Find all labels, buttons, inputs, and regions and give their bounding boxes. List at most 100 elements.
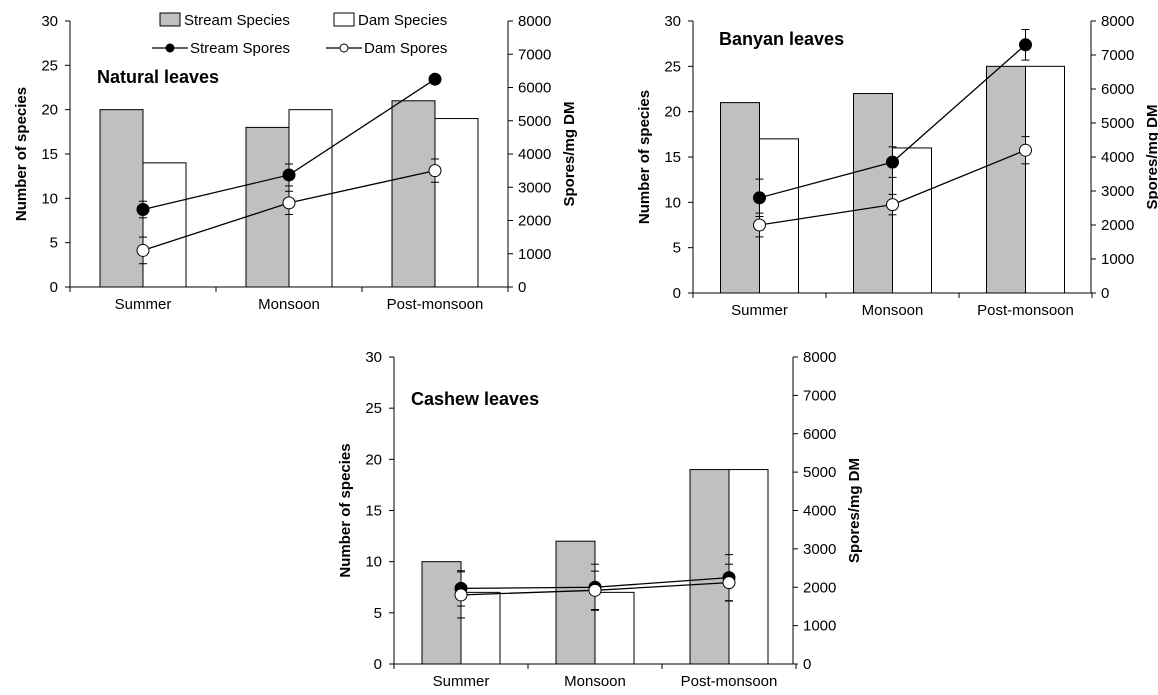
y-tick-label: 10 — [365, 554, 382, 571]
y-tick-label: 5 — [374, 605, 382, 622]
y2-tick-label: 0 — [1101, 285, 1109, 302]
bar-stream-species-2 — [853, 93, 893, 294]
y2-tick-label: 1000 — [518, 246, 551, 263]
y-tick-label: 20 — [664, 104, 681, 121]
point-dam-spores-3 — [1019, 143, 1032, 157]
bar-stream-species-1 — [99, 109, 144, 288]
legend-marker-dam-spores — [339, 43, 349, 53]
y2-tick-label: 7000 — [518, 46, 551, 63]
y2-tick-label: 6000 — [518, 80, 551, 97]
y2-tick-label: 4000 — [518, 146, 551, 163]
y2-tick-label: 8000 — [518, 13, 551, 30]
y2-tick-label: 6000 — [803, 426, 836, 443]
point-dam-spores-1 — [136, 243, 150, 257]
x-tick-label: Post-monsoon — [387, 296, 484, 313]
y2-tick-label: 2000 — [1101, 217, 1134, 234]
y-tick-label: 30 — [664, 13, 681, 30]
bar-dam-species-2 — [892, 147, 932, 294]
bar-stream-species-1 — [421, 561, 462, 665]
y2-tick-label: 2000 — [518, 213, 551, 230]
bar-dam-species-1 — [460, 591, 501, 665]
y2-tick-label: 1000 — [803, 618, 836, 635]
bar-dam-species-1 — [142, 162, 187, 288]
y2-tick-label: 4000 — [803, 503, 836, 520]
y2-axis-label: Spores/mg DM — [561, 101, 578, 206]
y-tick-label: 25 — [41, 57, 58, 74]
y-tick-label: 30 — [41, 13, 58, 30]
x-tick-label: Summer — [115, 296, 172, 313]
y2-tick-label: 8000 — [1101, 13, 1134, 30]
y2-tick-label: 5000 — [518, 113, 551, 130]
panel-1: 0 5 10 15 20 25 30 0 1000 2000 3000 4000 5000 6000 700… — [13, 13, 578, 313]
bar-dam-species-2 — [594, 591, 635, 665]
y2-axis-label: Spores/mg DM — [846, 458, 863, 563]
bar-stream-species-2 — [555, 540, 596, 665]
point-stream-spores-1 — [753, 191, 766, 205]
y2-tick-label: 3000 — [1101, 183, 1134, 200]
y2-tick-label: 3000 — [518, 179, 551, 196]
y-tick-label: 5 — [50, 235, 58, 252]
x-tick-label: Monsoon — [564, 673, 626, 690]
legend-label-dam-species: Dam Species — [358, 12, 447, 29]
bar-dam-species-3 — [728, 469, 769, 665]
y-axis-label: Number of species — [636, 90, 653, 224]
y-axis-label: Number of species — [337, 443, 354, 577]
y2-tick-label: 0 — [803, 656, 811, 673]
y2-tick-label: 2000 — [803, 579, 836, 596]
y-tick-label: 25 — [365, 400, 382, 417]
x-tick-label: Summer — [433, 673, 490, 690]
legend-label-stream-species: Stream Species — [184, 12, 290, 29]
bar-stream-species-3 — [689, 469, 730, 665]
x-tick-label: Monsoon — [862, 302, 924, 319]
bar-stream-species-2 — [245, 126, 290, 288]
y2-tick-label: 3000 — [803, 541, 836, 558]
panel-title: Banyan leaves — [719, 29, 844, 49]
panel-title: Cashew leaves — [411, 389, 539, 409]
point-dam-spores-2 — [886, 198, 899, 212]
y-tick-label: 15 — [41, 146, 58, 163]
y-tick-label: 5 — [673, 240, 681, 257]
y-tick-label: 30 — [365, 349, 382, 366]
y-tick-label: 0 — [673, 285, 681, 302]
bar-stream-species-3 — [986, 65, 1026, 294]
bar-dam-species-3 — [1025, 65, 1065, 294]
bar-stream-species-3 — [391, 100, 436, 288]
point-dam-spores-3 — [428, 164, 442, 178]
y2-tick-label: 4000 — [1101, 149, 1134, 166]
y2-tick-label: 6000 — [1101, 81, 1134, 98]
x-tick-label: Monsoon — [258, 296, 320, 313]
x-tick-label: Summer — [731, 302, 788, 319]
y-tick-label: 0 — [374, 656, 382, 673]
point-stream-spores-2 — [886, 155, 899, 169]
point-stream-spores-2 — [282, 168, 296, 182]
y-tick-label: 10 — [41, 190, 58, 207]
panel-2: 0 5 10 15 20 25 30 0 1000 2000 3000 4000 5000 6000 700… — [636, 13, 1158, 319]
y2-tick-label: 7000 — [803, 387, 836, 404]
y-tick-label: 25 — [664, 58, 681, 75]
point-dam-spores-3 — [722, 576, 736, 590]
legend-swatch-dam-species — [333, 12, 355, 27]
legend-label-stream-spores: Stream Spores — [190, 40, 290, 57]
y-axis-label: Number of species — [13, 87, 30, 221]
point-dam-spores-2 — [282, 196, 296, 210]
point-dam-spores-1 — [753, 218, 766, 232]
panel-title: Natural leaves — [97, 67, 219, 87]
y-tick-label: 15 — [664, 149, 681, 166]
point-stream-spores-3 — [1019, 38, 1032, 52]
legend-marker-stream-spores — [165, 43, 175, 53]
y-tick-label: 15 — [365, 503, 382, 520]
bar-dam-species-1 — [759, 138, 799, 294]
point-stream-spores-3 — [428, 72, 442, 86]
y2-axis-label: Spores/mg DM — [1144, 104, 1158, 209]
y-tick-label: 20 — [41, 102, 58, 119]
y-tick-label: 0 — [50, 279, 58, 296]
y-tick-label: 10 — [664, 194, 681, 211]
y2-tick-label: 1000 — [1101, 251, 1134, 268]
y2-tick-label: 5000 — [803, 464, 836, 481]
y2-tick-label: 8000 — [803, 349, 836, 366]
legend: Stream Species Dam Species Stream Spores… — [152, 12, 447, 57]
bar-dam-species-3 — [434, 118, 479, 288]
point-dam-spores-1 — [454, 588, 468, 602]
x-tick-label: Post-monsoon — [977, 302, 1074, 319]
